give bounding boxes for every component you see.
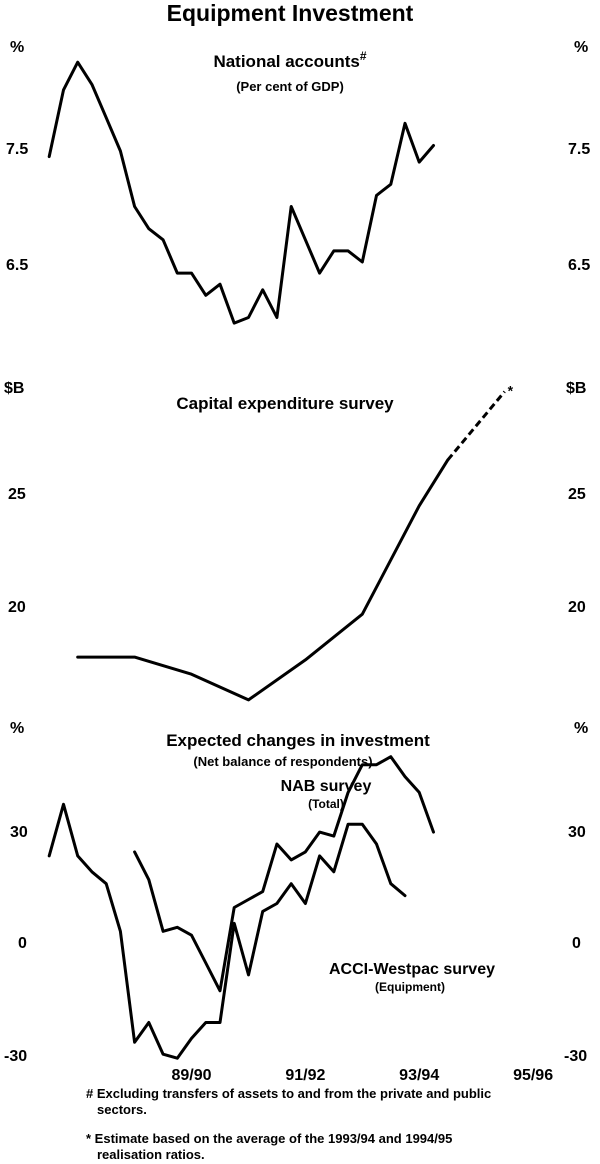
ytick-left: 20	[8, 599, 26, 616]
xtick-label: 91/92	[285, 1067, 325, 1084]
ytick-right: 20	[568, 599, 586, 616]
nab-series-label: NAB survey	[281, 778, 372, 795]
capex-estimate-dashed-line	[446, 390, 506, 462]
footnote-hash: # Excluding transfers of assets to and f…	[86, 1086, 491, 1101]
footnote-star-continued: realisation ratios.	[97, 1147, 205, 1162]
ytick-right: -30	[564, 1048, 587, 1065]
capex-title: Capital expenditure survey	[176, 394, 394, 413]
ytick-right: 30	[568, 824, 586, 841]
ytick-left: -30	[4, 1048, 27, 1065]
ytick-left: 25	[8, 486, 26, 503]
capex-line	[76, 458, 450, 702]
ytick-left: 30	[10, 824, 28, 841]
footnote-hash-continued: sectors.	[97, 1102, 147, 1117]
unit-left-percent: %	[10, 720, 24, 737]
ytick-right: 25	[568, 486, 586, 503]
national-accounts-subtitle: (Per cent of GDP)	[236, 79, 344, 94]
nab-series-sublabel: (Total)	[308, 797, 344, 811]
unit-right-percent: %	[574, 720, 588, 737]
unit-left-dollars: $B	[4, 380, 24, 397]
unit-left-percent: %	[10, 39, 24, 56]
ytick-right: 0	[572, 935, 581, 952]
expected-changes-title: Expected changes in investment	[166, 731, 430, 750]
chart-title: Equipment Investment	[167, 0, 414, 26]
ytick-right: 6.5	[568, 257, 590, 274]
panel-national-accounts: % % National accounts# (Per cent of GDP)…	[6, 39, 590, 325]
xtick-label: 89/90	[171, 1067, 211, 1084]
ytick-left: 0	[18, 935, 27, 952]
ytick-left: 7.5	[6, 141, 28, 158]
acci-series-sublabel: (Equipment)	[375, 980, 445, 994]
acci-westpac-survey-line	[133, 755, 435, 993]
nab-survey-line	[47, 802, 407, 1060]
xtick-label: 95/96	[513, 1067, 553, 1084]
unit-right-percent: %	[574, 39, 588, 56]
unit-right-dollars: $B	[566, 380, 586, 397]
footnote-star: * Estimate based on the average of the 1…	[86, 1131, 452, 1146]
national-accounts-title: National accounts#	[213, 49, 366, 71]
footnotes: # Excluding transfers of assets to and f…	[86, 1086, 491, 1162]
panel-expected-changes: % % Expected changes in investment (Net …	[4, 720, 588, 1084]
estimate-asterisk: *	[508, 383, 514, 399]
acci-series-label: ACCI-Westpac survey	[329, 961, 495, 978]
ytick-left: 6.5	[6, 257, 28, 274]
ytick-right: 7.5	[568, 141, 590, 158]
national-accounts-line	[47, 60, 435, 325]
xtick-label: 93/94	[399, 1067, 439, 1084]
expected-changes-subtitle: (Net balance of respondents)	[193, 754, 372, 769]
panel-capital-expenditure: $B $B Capital expenditure survey 25 20 2…	[4, 380, 586, 702]
